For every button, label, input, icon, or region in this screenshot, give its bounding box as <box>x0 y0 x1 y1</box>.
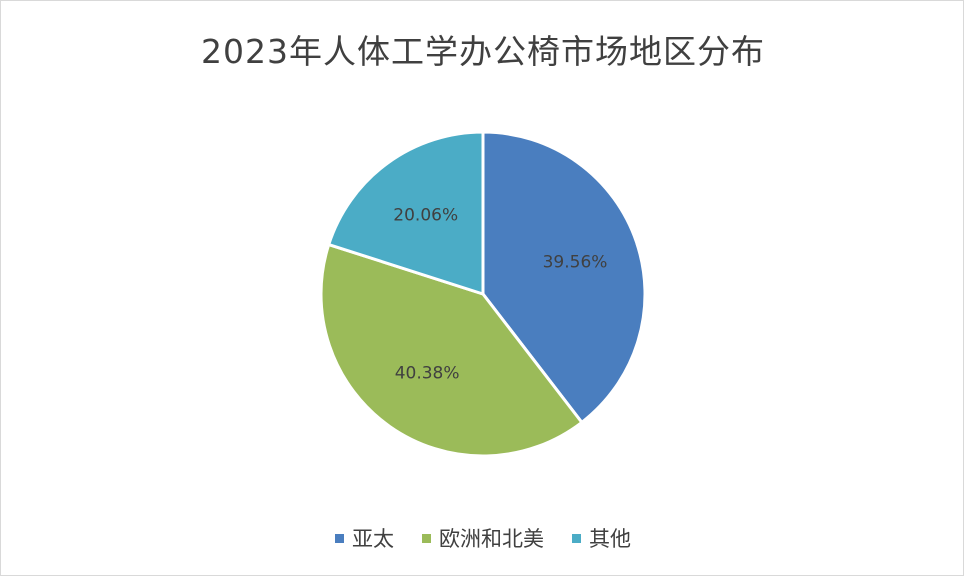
data-label-asia-pacific: 39.56% <box>543 253 608 273</box>
legend-label: 欧洲和北美 <box>439 527 544 551</box>
legend-item-asia-pacific: 亚太 <box>335 523 394 553</box>
pie-slice-asia-pacific <box>481 130 647 424</box>
legend-swatch <box>335 533 344 543</box>
pie-slice-other <box>327 130 485 296</box>
pie-slice-europe-north-america <box>319 243 584 458</box>
legend-item-other: 其他 <box>572 523 631 553</box>
chart-title: 2023年人体工学办公椅市场地区分布 <box>201 32 765 71</box>
legend: 亚太 欧洲和北美 其他 <box>1 523 964 553</box>
data-label-other: 20.06% <box>393 205 458 225</box>
legend-label: 其他 <box>589 527 631 551</box>
legend-label: 亚太 <box>352 527 394 551</box>
legend-swatch <box>422 533 431 543</box>
legend-swatch <box>572 533 581 543</box>
data-label-europe-north-america: 40.38% <box>395 364 460 384</box>
legend-item-europe-north-america: 欧洲和北美 <box>422 523 544 553</box>
